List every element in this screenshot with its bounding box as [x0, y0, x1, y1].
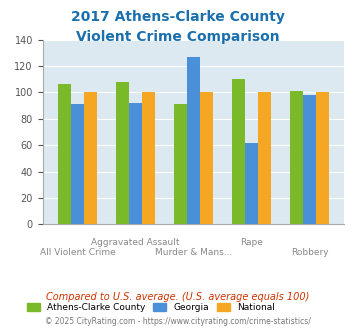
- Text: Compared to U.S. average. (U.S. average equals 100): Compared to U.S. average. (U.S. average …: [46, 292, 309, 302]
- Text: © 2025 CityRating.com - https://www.cityrating.com/crime-statistics/: © 2025 CityRating.com - https://www.city…: [45, 317, 310, 326]
- Bar: [71, 104, 84, 224]
- Bar: [116, 82, 129, 224]
- Text: 2017 Athens-Clarke County: 2017 Athens-Clarke County: [71, 10, 284, 24]
- Text: Robbery: Robbery: [291, 248, 328, 257]
- Bar: [174, 104, 187, 224]
- Bar: [84, 92, 97, 224]
- Text: Murder & Mans...: Murder & Mans...: [155, 248, 232, 257]
- Bar: [58, 84, 71, 224]
- Bar: [258, 92, 271, 224]
- Text: All Violent Crime: All Violent Crime: [39, 248, 115, 257]
- Text: Violent Crime Comparison: Violent Crime Comparison: [76, 30, 279, 44]
- Bar: [200, 92, 213, 224]
- Bar: [303, 95, 316, 224]
- Legend: Athens-Clarke County, Georgia, National: Athens-Clarke County, Georgia, National: [23, 299, 279, 315]
- Text: Aggravated Assault: Aggravated Assault: [91, 238, 180, 247]
- Bar: [233, 79, 245, 224]
- Bar: [290, 91, 303, 224]
- Bar: [142, 92, 154, 224]
- Bar: [129, 103, 142, 224]
- Text: Rape: Rape: [240, 238, 263, 247]
- Bar: [316, 92, 329, 224]
- Bar: [245, 143, 258, 224]
- Bar: [187, 57, 200, 224]
